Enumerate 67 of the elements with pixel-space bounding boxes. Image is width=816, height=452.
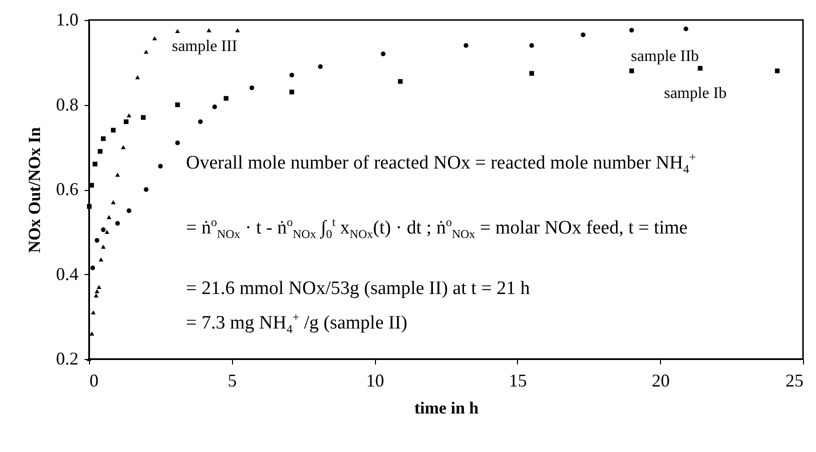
point — [126, 208, 132, 214]
y-tick-label: 0.4 — [56, 264, 78, 284]
point — [115, 221, 120, 226]
point — [124, 119, 128, 124]
point — [104, 230, 110, 234]
series-label: sample IIb — [630, 48, 699, 65]
text: = ṅ$^{o}$$_{NOx}$ · t - ṅ$^{o}$$_{NOx}$ ∫$_{0}$$^{t}$ x$_{NOx}$(t) · dt ; ṅ$^{o}$$_{NOx}$ = molar NOx feed, t = time — [186, 215, 688, 242]
point — [580, 32, 586, 38]
point — [629, 68, 634, 74]
point — [289, 72, 294, 78]
point — [86, 204, 92, 209]
point — [100, 136, 106, 141]
y-tick-label: 1.0 — [56, 10, 78, 30]
x-tick-label: 5 — [228, 370, 237, 390]
annotation: = 21.6 mmol NOx/53g (sample II) at t = 21 h — [186, 278, 530, 300]
point — [100, 244, 106, 249]
point — [175, 102, 180, 108]
point — [684, 26, 688, 32]
point — [198, 119, 203, 124]
point — [98, 149, 102, 154]
point — [249, 85, 254, 90]
point — [94, 238, 100, 243]
point — [144, 187, 148, 192]
point — [98, 257, 104, 262]
series-label: sample III — [172, 38, 238, 56]
point — [144, 50, 148, 54]
x-tick-label: 0 — [90, 370, 98, 390]
point — [140, 115, 146, 120]
point — [464, 43, 468, 48]
point — [529, 43, 534, 48]
point — [126, 113, 132, 118]
point — [106, 215, 112, 220]
point — [92, 162, 98, 166]
point — [90, 310, 96, 314]
x-tick-label: 10 — [366, 370, 384, 390]
point — [629, 28, 634, 33]
point — [158, 164, 163, 169]
point — [120, 145, 126, 150]
point — [380, 52, 386, 56]
point — [529, 71, 534, 76]
annotation: = 7.3 mg NH$_{4}$$^{+}$ /g (sample II) — [186, 310, 408, 338]
point — [110, 200, 116, 204]
y-tick-label: 0.8 — [56, 94, 78, 114]
point — [175, 140, 180, 146]
point — [90, 332, 94, 336]
point — [398, 79, 403, 84]
point — [289, 90, 294, 94]
point — [224, 96, 228, 101]
point — [110, 128, 116, 133]
series-label: sample Ib — [664, 84, 727, 102]
point — [774, 68, 780, 74]
y-axis-title: NOx Out/NOx In — [25, 126, 44, 253]
point — [175, 28, 180, 34]
point — [96, 284, 102, 289]
x-tick-label: 20 — [652, 370, 670, 390]
x-tick-label: 25 — [786, 370, 804, 390]
y-tick-label: 0.2 — [56, 348, 78, 368]
point — [90, 266, 96, 270]
point — [100, 227, 106, 232]
point — [698, 66, 703, 71]
point — [152, 36, 158, 40]
point — [318, 64, 323, 69]
point — [94, 293, 98, 298]
y-tick-label: 0.6 — [56, 179, 78, 199]
x-axis-title: time in h — [414, 398, 480, 418]
x-tick-label: 15 — [508, 370, 527, 390]
point — [212, 104, 218, 110]
